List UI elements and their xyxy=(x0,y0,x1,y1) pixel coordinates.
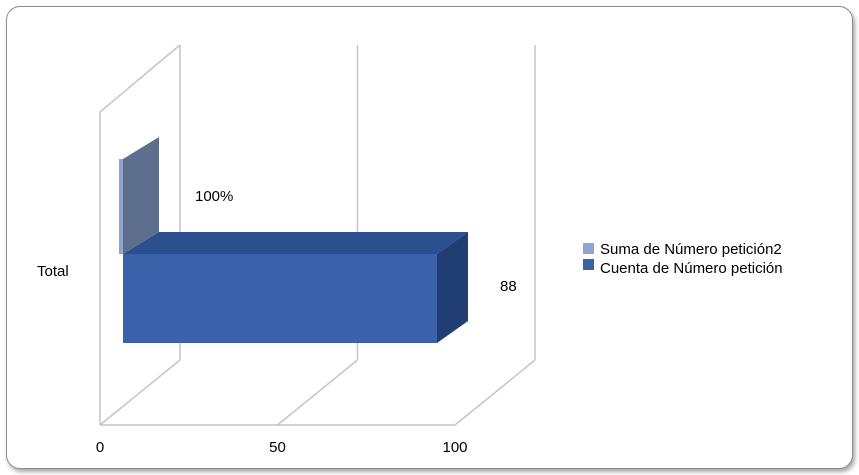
data-label-suma: 100% xyxy=(195,188,233,205)
legend-swatch-cuenta xyxy=(583,259,594,270)
category-label-total: Total xyxy=(37,263,69,280)
bar-cuenta-side xyxy=(437,232,468,343)
floor-gridline-100 xyxy=(454,359,536,426)
legend-swatch-suma xyxy=(583,243,594,254)
x-tick-label-100: 100 xyxy=(442,439,467,456)
bar-cuenta-front xyxy=(123,254,437,343)
bar-suma-front xyxy=(119,159,123,254)
legend-label-suma: Suma de Número petición2 xyxy=(600,241,782,258)
floor-gridline-50 xyxy=(277,359,358,426)
x-tick-label-50: 50 xyxy=(269,439,286,456)
bar-suma-side xyxy=(123,137,159,254)
bar-cuenta-top xyxy=(123,232,468,254)
data-label-cuenta: 88 xyxy=(500,278,517,295)
chart-bars xyxy=(119,137,468,343)
legend-label-cuenta: Cuenta de Número petición xyxy=(600,260,783,277)
legend: Suma de Número petición2 Cuenta de Númer… xyxy=(583,241,783,277)
floor-gridline-0 xyxy=(99,359,181,426)
left-wall-top-edge xyxy=(99,44,181,113)
x-tick-label-0: 0 xyxy=(96,439,104,456)
